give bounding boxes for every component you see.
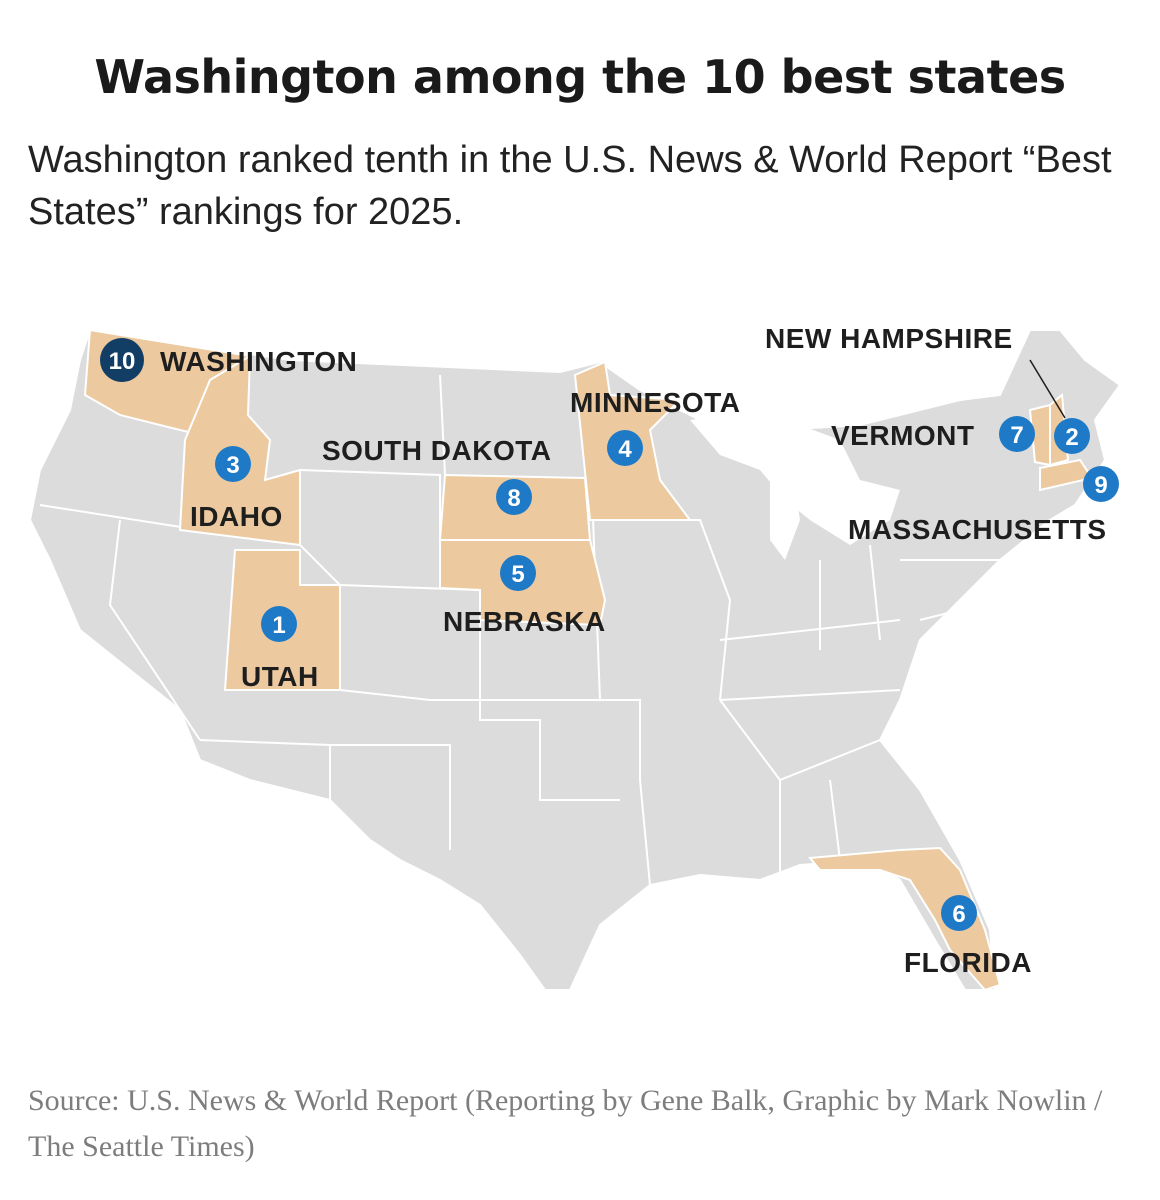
state-florida xyxy=(808,846,1002,992)
rank-badge-10-number: 10 xyxy=(109,348,136,375)
rank-badge-2-number: 2 xyxy=(1065,424,1078,451)
label-new-hampshire: NEW HAMPSHIRE xyxy=(765,323,1013,354)
label-utah: UTAH xyxy=(241,661,319,692)
great-lakes xyxy=(690,410,900,545)
rank-badge-1: 1 xyxy=(261,606,297,642)
us-map: 10 3 1 8 5 4 7 2 9 6 WASHINGTON IDAHO UT… xyxy=(28,323,1122,992)
rank-badge-5: 5 xyxy=(500,555,536,591)
rank-badge-7: 7 xyxy=(999,416,1035,452)
map-title: Washington among the 10 best states xyxy=(94,50,1066,104)
rank-badge-8: 8 xyxy=(496,479,532,515)
rank-badge-10: 10 xyxy=(100,338,144,382)
rank-badge-5-number: 5 xyxy=(511,561,524,588)
rank-badge-3: 3 xyxy=(215,446,251,482)
map-subtitle: Washington ranked tenth in the U.S. News… xyxy=(28,139,1112,233)
rank-badge-3-number: 3 xyxy=(226,452,239,479)
rank-badge-6: 6 xyxy=(941,895,977,931)
label-massachusetts: MASSACHUSETTS xyxy=(848,514,1107,545)
label-south-dakota: SOUTH DAKOTA xyxy=(322,435,551,466)
rank-badge-1-number: 1 xyxy=(272,612,285,639)
rank-badge-9-number: 9 xyxy=(1094,472,1107,499)
label-florida: FLORIDA xyxy=(904,947,1032,978)
rank-badge-4: 4 xyxy=(607,430,643,466)
label-nebraska: NEBRASKA xyxy=(443,606,606,637)
rank-badge-6-number: 6 xyxy=(952,901,965,928)
rank-badge-4-number: 4 xyxy=(618,436,632,463)
label-minnesota: MINNESOTA xyxy=(570,387,740,418)
rank-badge-9: 9 xyxy=(1083,466,1119,502)
rank-badge-7-number: 7 xyxy=(1010,422,1023,449)
new-hampshire-leader-line xyxy=(1029,359,1066,419)
rank-badge-8-number: 8 xyxy=(507,485,520,512)
label-vermont: VERMONT xyxy=(831,420,975,451)
lake-michigan xyxy=(770,455,800,560)
label-washington: WASHINGTON xyxy=(160,346,357,377)
source-credit: Source: U.S. News & World Report (Report… xyxy=(28,1084,1103,1163)
rank-badge-2: 2 xyxy=(1054,418,1090,454)
label-idaho: IDAHO xyxy=(190,501,283,532)
